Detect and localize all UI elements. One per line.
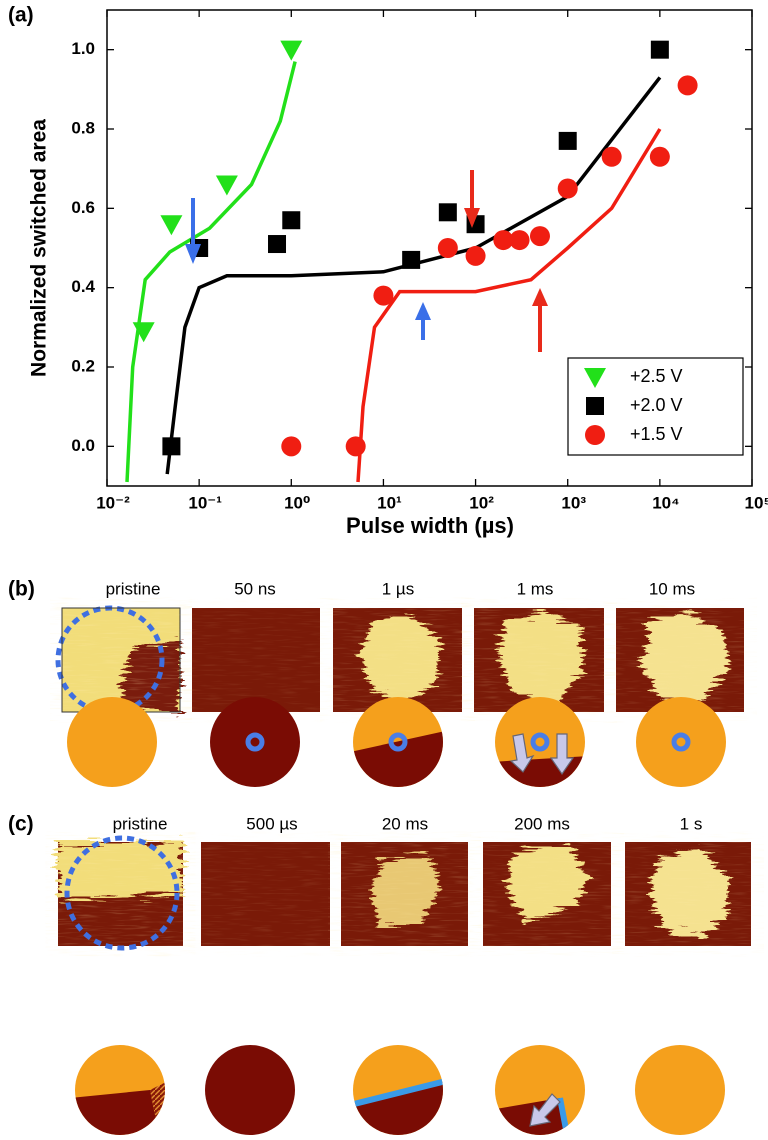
marker <box>162 437 180 455</box>
panel-b-images <box>58 608 744 712</box>
marker <box>530 226 550 246</box>
marker <box>651 41 669 59</box>
y-tick-label: 0.4 <box>71 277 95 296</box>
legend-label: +2.5 V <box>630 366 683 386</box>
marker <box>466 246 486 266</box>
y-tick-label: 0.0 <box>71 436 95 455</box>
panel-caption: 50 ns <box>234 579 276 598</box>
panel-c-images <box>58 838 751 948</box>
marker <box>558 179 578 199</box>
marker <box>438 238 458 258</box>
figure: (a) Normalized switched area Pulse width… <box>0 0 768 1135</box>
marker <box>559 132 577 150</box>
fit-line <box>127 62 295 482</box>
marker <box>346 436 366 456</box>
marker <box>160 215 182 235</box>
panel-caption: 20 ms <box>382 814 428 833</box>
marker <box>439 203 457 221</box>
panel-caption: pristine <box>106 579 161 598</box>
marker <box>281 436 301 456</box>
panel-caption: 10 ms <box>649 579 695 598</box>
y-tick-label: 1.0 <box>71 39 95 58</box>
marker <box>216 176 238 196</box>
panel-caption: 200 ms <box>514 814 570 833</box>
y-tick-label: 0.8 <box>71 118 95 137</box>
marker <box>602 147 622 167</box>
panel-caption: pristine <box>113 814 168 833</box>
panel-label: (c) <box>8 813 34 836</box>
marker <box>402 251 420 269</box>
x-tick-label: 10³ <box>561 493 586 512</box>
marker <box>510 230 530 250</box>
legend-marker <box>585 425 605 445</box>
x-tick-label: 10⁻² <box>96 493 130 512</box>
legend: +2.5 V +2.0 V +1.5 V <box>568 358 743 455</box>
x-axis-title: Pulse width (µs) <box>346 513 514 538</box>
legend-marker <box>586 397 604 415</box>
marker <box>650 147 670 167</box>
x-tick-label: 10⁴ <box>652 493 679 512</box>
panel-caption: 500 µs <box>246 814 297 833</box>
panel-caption: 1 ms <box>517 579 554 598</box>
y-tick-label: 0.6 <box>71 198 95 217</box>
y-tick-label: 0.2 <box>71 356 95 375</box>
marker <box>280 41 302 61</box>
marker <box>268 235 286 253</box>
x-tick-label: 10⁻¹ <box>188 493 222 512</box>
panel-caption: 1 s <box>680 814 703 833</box>
x-tick-label: 10¹ <box>377 493 402 512</box>
x-tick-label: 10⁵ <box>745 493 768 512</box>
marker <box>282 211 300 229</box>
marker <box>678 75 698 95</box>
x-tick-label: 10⁰ <box>284 493 310 512</box>
legend-label: +1.5 V <box>630 424 683 444</box>
panel-label: (a) <box>8 4 34 27</box>
y-axis-title: Normalized switched area <box>28 119 51 377</box>
marker <box>373 286 393 306</box>
panel-label: (b) <box>8 578 35 601</box>
panel-caption: 1 µs <box>382 579 414 598</box>
panel-c-schematics <box>70 1040 725 1135</box>
legend-label: +2.0 V <box>630 395 683 415</box>
x-tick-label: 10² <box>469 493 494 512</box>
